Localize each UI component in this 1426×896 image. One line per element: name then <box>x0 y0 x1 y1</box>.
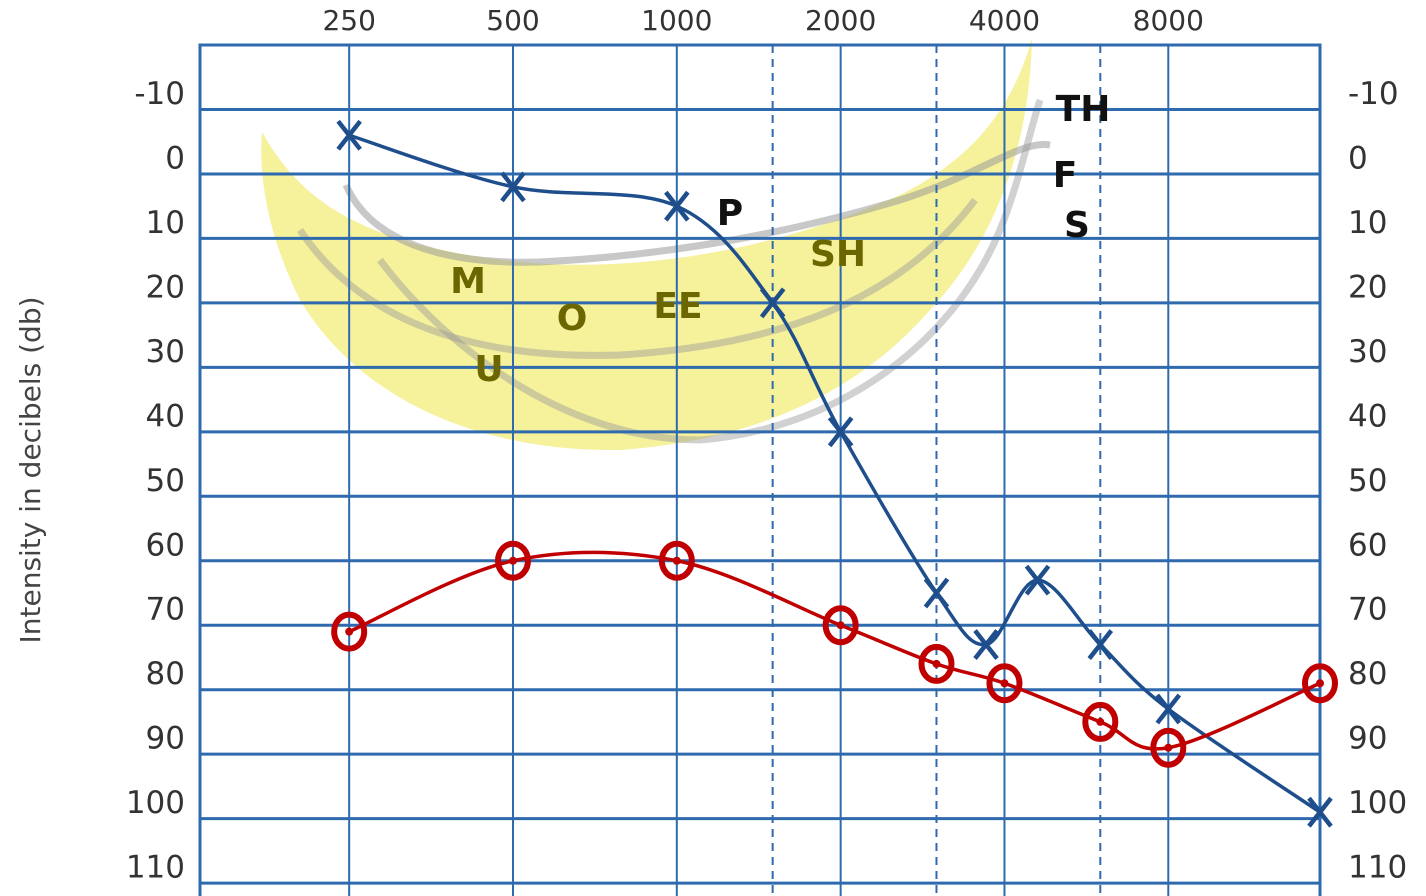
x-tick-label: 8000 <box>1133 4 1204 37</box>
y-tick-label-right: 50 <box>1348 463 1387 499</box>
page: {"chart_data": { "type": "line", "y_labe… <box>0 0 1426 896</box>
y-tick-label: 60 <box>146 527 185 563</box>
x-tick-label: 2000 <box>805 4 876 37</box>
x-tick-label: 1000 <box>641 4 712 37</box>
grid <box>200 45 1320 896</box>
annotation: M <box>450 261 486 302</box>
y-tick-label-right: -10 <box>1348 76 1399 112</box>
annotation: U <box>474 349 503 390</box>
annotation: P <box>717 193 743 234</box>
y-tick-label: 10 <box>146 205 185 241</box>
y-tick-label-right: 70 <box>1348 592 1387 628</box>
x-tick-label: 250 <box>322 4 375 37</box>
o-dot <box>1316 679 1324 687</box>
y-tick-label: 80 <box>146 656 185 692</box>
banana-area <box>261 38 1032 450</box>
y-tick-label: 70 <box>146 592 185 628</box>
x-tick-label: 500 <box>486 4 539 37</box>
y-tick-label-right: 90 <box>1348 721 1387 757</box>
y-tick-label-right: 20 <box>1348 269 1387 305</box>
o-dot <box>509 557 517 565</box>
o-dot <box>1164 744 1172 752</box>
y-tick-label: -10 <box>134 76 185 112</box>
y-tick-label: 50 <box>146 463 185 499</box>
y-axis-title: Intensity in decibels (db) <box>14 296 47 643</box>
annotation: TH <box>1056 89 1111 130</box>
o-dot <box>345 628 353 636</box>
y-tick-label-right: 60 <box>1348 527 1387 563</box>
annotation: EE <box>653 286 702 327</box>
o-dot <box>1096 718 1104 726</box>
y-tick-label: 0 <box>165 140 185 176</box>
speech-banana <box>261 38 1050 450</box>
x-tick-label: 4000 <box>969 4 1040 37</box>
chart: Intensity in decibels (db) MOUEEPSHTHFS … <box>0 0 1426 896</box>
y-tick-label-right: 80 <box>1348 656 1387 692</box>
y-tick-label: 30 <box>146 334 185 370</box>
annotation: S <box>1064 205 1090 246</box>
annotation: O <box>557 298 588 339</box>
y-tick-label-right: 30 <box>1348 334 1387 370</box>
y-tick-label-right: 10 <box>1348 205 1387 241</box>
y-tick-label: 110 <box>126 850 185 886</box>
y-tick-label-right: 110 <box>1348 850 1407 886</box>
o-dot <box>837 621 845 629</box>
y-tick-label-right: 40 <box>1348 398 1387 434</box>
y-tick-label: 90 <box>146 721 185 757</box>
y-tick-label: 100 <box>126 785 185 821</box>
y-tick-label-right: 0 <box>1348 140 1368 176</box>
x-marker <box>1027 566 1049 594</box>
y-tick-label: 40 <box>146 398 185 434</box>
y-tick-label-right: 100 <box>1348 785 1407 821</box>
o-dot <box>673 557 681 565</box>
y-tick-label: 20 <box>146 269 185 305</box>
o-dot <box>1000 679 1008 687</box>
annotation: SH <box>810 234 866 275</box>
o-dot <box>932 660 940 668</box>
annotation: F <box>1053 155 1078 196</box>
